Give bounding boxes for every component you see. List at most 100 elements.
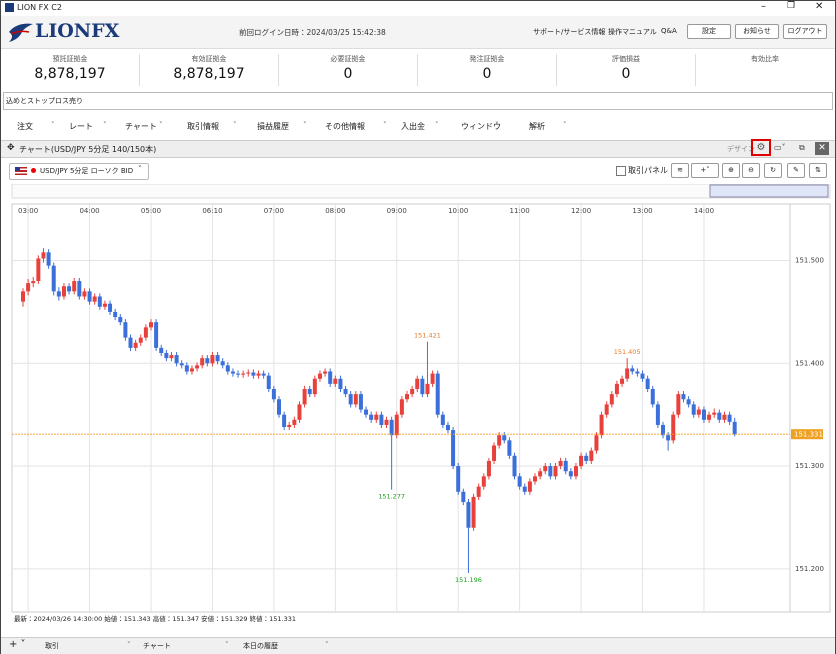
header: LIONFX 前回ログイン日時：2024/03/25 15:42:38 サポート… <box>1 16 835 49</box>
chart: 151.200 151.300 151.400 151.500 03:00 04:00 05… <box>11 184 831 623</box>
tool-button[interactable]: ≋ <box>671 163 689 178</box>
candle-body <box>282 414 287 428</box>
candle-body <box>271 388 276 400</box>
layout-button[interactable]: ▭˅ <box>774 143 786 152</box>
settings-button[interactable]: ⚙ <box>751 139 771 156</box>
candle-body <box>138 337 143 343</box>
candle-body <box>666 435 671 441</box>
candle-body <box>143 327 148 338</box>
candle-body <box>108 303 113 312</box>
candle-body <box>727 414 732 422</box>
candle-body <box>410 388 415 395</box>
candle-body <box>164 353 169 359</box>
header-link[interactable]: サポート/サービス情報 <box>533 28 606 36</box>
candle-body <box>26 283 31 292</box>
header-link[interactable]: 操作マニュアル <box>608 28 657 36</box>
candle-body <box>277 399 281 415</box>
tool-button[interactable]: +˅ <box>691 163 719 178</box>
menu-arrow: ˅ <box>103 121 107 129</box>
candle-body <box>353 394 358 405</box>
candle-body <box>102 303 107 307</box>
candle-body <box>584 455 589 461</box>
candle-body <box>379 414 384 425</box>
candle-body <box>553 466 558 477</box>
menu-item[interactable]: 損益履歴 <box>257 122 289 131</box>
menu-item[interactable]: 入出金 <box>401 122 425 131</box>
candle-body <box>399 399 404 415</box>
ticker-field[interactable]: 込めとストップロス売り <box>3 92 833 110</box>
high-label: 151.421 <box>414 332 441 340</box>
menu-item[interactable]: ウィンドウ <box>461 122 501 131</box>
candle-body <box>67 286 72 292</box>
candle-body <box>246 372 251 374</box>
header-button[interactable]: 設定 <box>687 24 731 39</box>
candle-body <box>384 419 389 425</box>
header-link[interactable]: Q&A <box>661 27 677 35</box>
menu-item[interactable]: 取引情報 <box>187 122 219 131</box>
maximize-button[interactable]: ❐ <box>787 1 796 11</box>
candle-body <box>159 347 164 354</box>
tab[interactable]: 取引 <box>45 642 59 650</box>
candle-body <box>72 281 77 292</box>
draw-tool[interactable]: ✎ <box>787 163 805 178</box>
candle-body <box>292 419 297 425</box>
account-cell: 評価損益 0 <box>557 54 696 86</box>
header-button[interactable]: ログアウト <box>783 24 827 39</box>
candle-body <box>118 317 123 323</box>
add-tab[interactable]: + ˅ <box>9 639 26 650</box>
candle-body <box>645 378 650 389</box>
account-label: 有効比率 <box>751 55 779 63</box>
candle-body <box>328 371 333 384</box>
menu-item[interactable]: レート <box>69 122 93 131</box>
candle-body <box>676 394 681 415</box>
candle-body <box>343 388 348 395</box>
candle-body <box>97 296 102 307</box>
candle-body <box>266 375 271 389</box>
candle-body <box>128 337 133 348</box>
x-tick-label: 07:00 <box>264 207 284 215</box>
zoom-out[interactable]: ⊖ <box>742 163 760 178</box>
logo-mark <box>9 23 33 42</box>
symbol-select[interactable]: USD/JPY 5分足 ローソク BID ˅ <box>9 163 149 180</box>
candle-body <box>533 476 537 482</box>
tool-button[interactable]: ⇅ <box>809 163 827 178</box>
candle-body <box>113 311 118 318</box>
candle-body <box>717 412 722 420</box>
minimize-button[interactable]: – <box>761 1 766 12</box>
candle-body <box>154 322 159 348</box>
candle-body <box>236 373 241 375</box>
close-button[interactable]: ✕ <box>815 1 824 12</box>
menu-item[interactable]: チャート <box>125 122 157 131</box>
candle-body <box>517 476 522 487</box>
candle-body <box>522 486 527 492</box>
account-label: 預託証拠金 <box>52 55 88 63</box>
menu-item[interactable]: 解析 <box>529 122 545 131</box>
trade-panel-checkbox[interactable] <box>616 166 626 176</box>
candle-body <box>287 424 292 428</box>
menu-item[interactable]: その他情報 <box>325 122 365 131</box>
tab[interactable]: チャート <box>143 642 171 650</box>
menu-arrow: ˅ <box>303 121 307 129</box>
move-icon[interactable]: ✥ <box>7 143 15 153</box>
navigator[interactable] <box>11 184 831 199</box>
navigator-window[interactable] <box>709 184 829 198</box>
zoom-in[interactable]: ⊕ <box>722 163 740 178</box>
candle-body <box>732 421 737 435</box>
refresh[interactable]: ↻ <box>764 163 782 178</box>
panel-title: チャート(USD/JPY 5分足 140/150本) <box>19 145 157 154</box>
account-cell: 必要証拠金 0 <box>279 54 418 86</box>
window-title: LION FX C2 <box>17 3 62 12</box>
header-button[interactable]: お知らせ <box>735 24 779 39</box>
popout-button[interactable]: ⧉ <box>799 143 805 152</box>
tab[interactable]: 本日の履歴 <box>243 642 278 650</box>
candle-body <box>77 281 82 297</box>
candle-body <box>481 476 486 487</box>
panel-close[interactable]: ✕ <box>815 142 829 155</box>
candle-body <box>630 368 635 372</box>
candle-body <box>563 460 568 472</box>
menu-item[interactable]: 注文 <box>17 122 33 131</box>
candle-body <box>548 466 553 477</box>
candle-body <box>241 373 246 375</box>
chart-toolbar: USD/JPY 5分足 ローソク BID ˅ 取引パネル ≋ +˅ ⊕ ⊖ ↻ … <box>1 158 835 184</box>
account-value: 0 <box>343 66 353 82</box>
